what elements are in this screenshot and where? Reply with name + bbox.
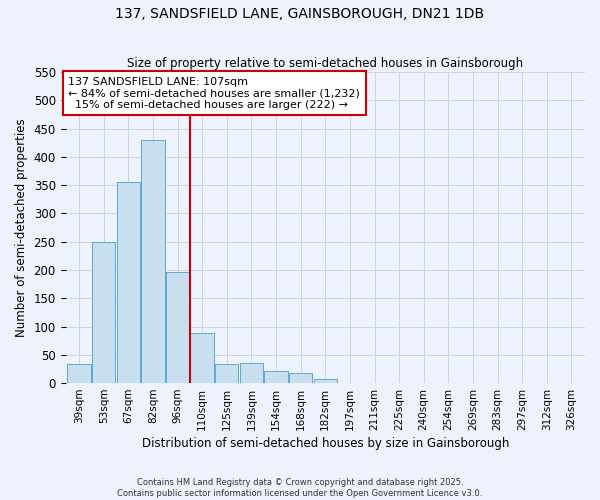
X-axis label: Distribution of semi-detached houses by size in Gainsborough: Distribution of semi-detached houses by … xyxy=(142,437,509,450)
Y-axis label: Number of semi-detached properties: Number of semi-detached properties xyxy=(15,118,28,337)
Bar xyxy=(215,364,238,383)
Bar xyxy=(166,272,189,383)
Bar xyxy=(190,334,214,383)
Text: Contains HM Land Registry data © Crown copyright and database right 2025.
Contai: Contains HM Land Registry data © Crown c… xyxy=(118,478,482,498)
Title: Size of property relative to semi-detached houses in Gainsborough: Size of property relative to semi-detach… xyxy=(127,56,523,70)
Bar xyxy=(314,378,337,383)
Bar xyxy=(67,364,91,383)
Bar xyxy=(240,364,263,383)
Bar xyxy=(141,140,164,383)
Bar xyxy=(92,242,115,383)
Bar xyxy=(265,370,288,383)
Text: 137 SANDSFIELD LANE: 107sqm
← 84% of semi-detached houses are smaller (1,232)
  : 137 SANDSFIELD LANE: 107sqm ← 84% of sem… xyxy=(68,76,360,110)
Bar xyxy=(289,374,313,383)
Bar xyxy=(116,182,140,383)
Text: 137, SANDSFIELD LANE, GAINSBOROUGH, DN21 1DB: 137, SANDSFIELD LANE, GAINSBOROUGH, DN21… xyxy=(115,8,485,22)
